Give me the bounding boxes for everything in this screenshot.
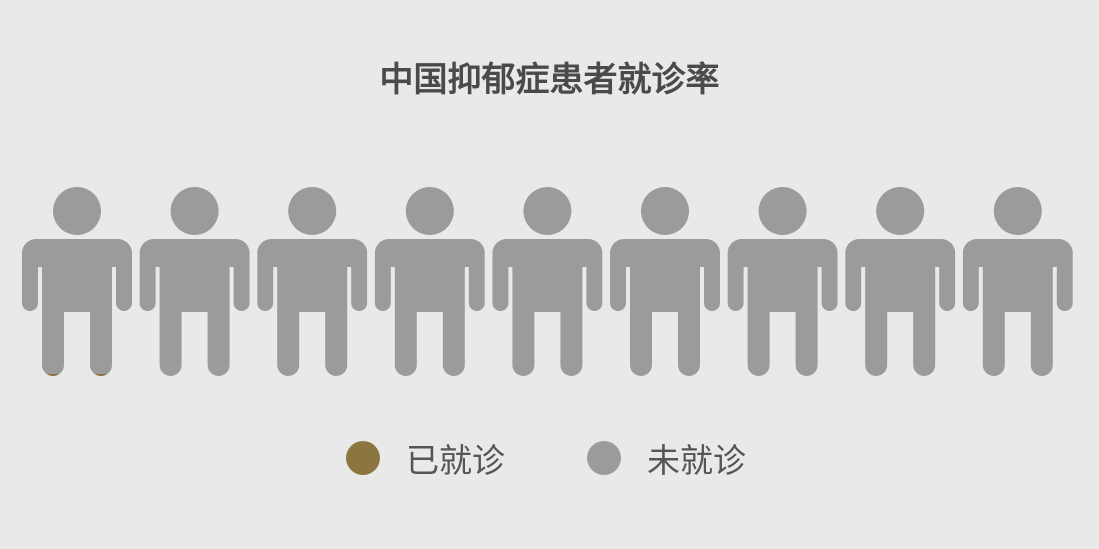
legend: 已就诊 未就诊 (0, 434, 1099, 482)
legend-swatch-treated (346, 441, 380, 475)
person-icon (492, 187, 603, 376)
person-icon (257, 187, 368, 376)
person-icon-untreated (727, 187, 838, 376)
person-icon-untreated (845, 187, 956, 376)
person-icon-untreated (610, 187, 720, 376)
legend-label-untreated: 未就诊 (647, 441, 746, 480)
person-icon-untreated (22, 187, 132, 376)
person-icon (22, 187, 132, 376)
person-icon (962, 187, 1073, 376)
person-icon (610, 187, 720, 376)
person-icon-untreated (374, 187, 485, 376)
person-icon (374, 187, 485, 376)
person-icon (139, 187, 250, 376)
legend-label-treated: 已就诊 (406, 441, 505, 480)
chart-title: 中国抑郁症患者就诊率 (379, 60, 720, 100)
pictogram-icons (22, 187, 1073, 376)
person-icon-untreated (257, 187, 368, 376)
person-icon (727, 187, 838, 376)
legend-item-untreated: 未就诊 (587, 434, 746, 482)
legend-swatch-untreated (587, 441, 621, 475)
person-icon-untreated (492, 187, 603, 376)
person-icon-untreated (962, 187, 1073, 376)
person-icon (845, 187, 956, 376)
person-icon-untreated (139, 187, 250, 376)
legend-item-treated: 已就诊 (346, 434, 505, 482)
